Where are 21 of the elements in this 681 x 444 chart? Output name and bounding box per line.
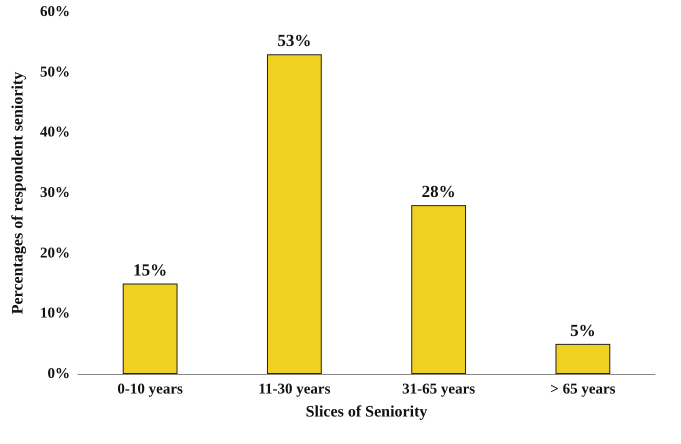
x-tick-label: 31-65 years xyxy=(402,382,476,398)
data-label: 15% xyxy=(133,260,168,280)
bar xyxy=(122,284,178,374)
x-tick-label: 0-10 years xyxy=(117,382,183,398)
y-tick-label: 10% xyxy=(40,306,70,322)
y-tick-label: 60% xyxy=(40,4,70,20)
y-tick-label: 20% xyxy=(40,245,70,262)
bar xyxy=(411,205,466,374)
data-label: 53% xyxy=(277,31,312,50)
bar xyxy=(555,344,610,374)
y-tick-label: 40% xyxy=(40,124,70,141)
data-label: 28% xyxy=(422,182,456,202)
x-axis-title: Slices of Seniority xyxy=(306,404,428,420)
y-axis-title: Percentages of respondent seniority xyxy=(10,72,26,314)
data-label: 5% xyxy=(570,320,596,340)
x-tick-label: > 65 years xyxy=(550,382,616,398)
y-tick-label: 50% xyxy=(40,64,70,80)
y-tick-label: 30% xyxy=(40,185,70,201)
y-tick-label: 0% xyxy=(48,366,70,382)
bar xyxy=(266,54,322,374)
x-tick-label: 11-30 years xyxy=(258,382,331,398)
